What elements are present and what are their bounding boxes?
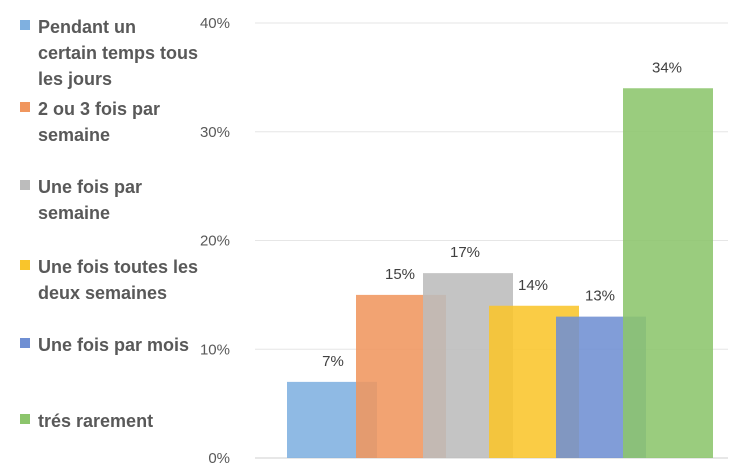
legend-label: Pendant un certain temps tous les jours (38, 17, 199, 89)
legend-swatch (20, 102, 30, 112)
data-label: 7% (322, 353, 344, 370)
data-label: 15% (385, 266, 415, 283)
legend-swatch (20, 180, 30, 190)
y-tick-label: 10% (200, 341, 230, 358)
legend-label: 2 ou 3 fois par semaine (38, 99, 161, 145)
y-tick-label: 0% (208, 450, 230, 464)
y-tick-label: 30% (200, 124, 230, 141)
data-label: 34% (652, 59, 682, 76)
legend-label: Une fois par mois (38, 335, 190, 355)
legend-swatch (20, 260, 30, 270)
legend-swatch (20, 20, 30, 30)
legend-swatch (20, 414, 30, 424)
legend-item: trés rarement (20, 408, 153, 434)
legend-label: Une fois par semaine (38, 177, 143, 223)
y-tick-label: 40% (200, 15, 230, 32)
data-label: 17% (450, 244, 480, 261)
legend-item: Une fois par semaine (20, 174, 200, 226)
legend-swatch (20, 338, 30, 348)
legend-label: Une fois toutes les deux semaines (38, 257, 199, 303)
data-label: 14% (518, 277, 548, 294)
legend-item: Une fois toutes les deux semaines (20, 254, 200, 306)
bar (623, 88, 713, 458)
data-label: 13% (585, 288, 615, 305)
legend-item: 2 ou 3 fois par semaine (20, 96, 200, 148)
legend-label: trés rarement (38, 411, 154, 431)
y-tick-label: 20% (200, 233, 230, 250)
legend-item: Une fois par mois (20, 332, 189, 358)
legend-item: Pendant un certain temps tous les jours (20, 14, 200, 92)
